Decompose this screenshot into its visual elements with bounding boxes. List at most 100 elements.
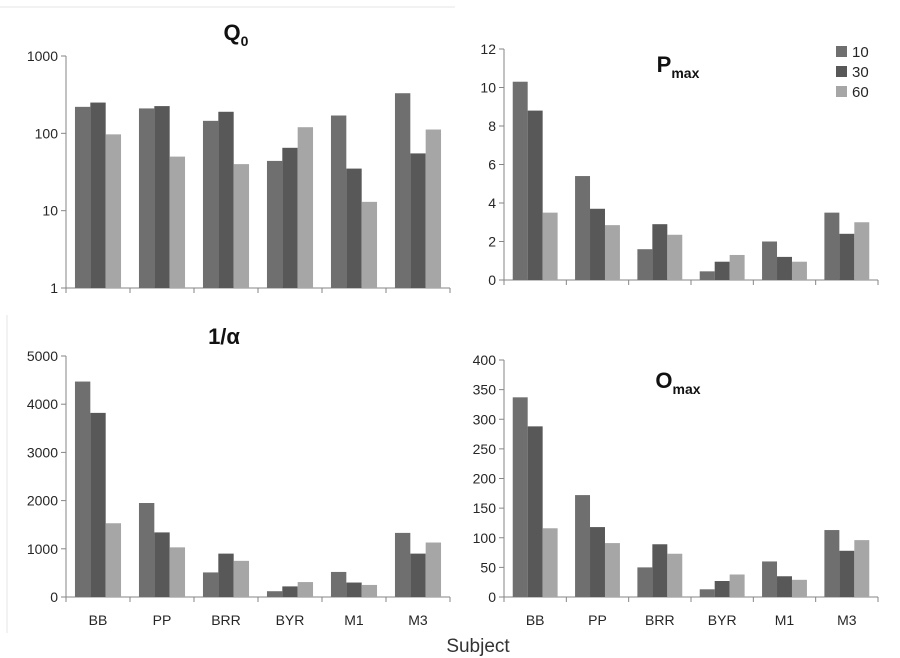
- y-tick-label: 100: [473, 530, 497, 546]
- bar-byr-30: [282, 147, 298, 288]
- bar-m3-30: [839, 550, 855, 597]
- panel-omax: 0 50 100 150 200 250 300 350 400 BB PP BRR BYR M1 M3 Om…: [473, 352, 879, 628]
- y-tick-label: 5000: [27, 348, 58, 364]
- bar-byr-60: [729, 574, 745, 597]
- category-label-byr: BYR: [276, 612, 305, 628]
- legend-label-30: 30: [852, 64, 869, 81]
- bar-bb-60: [105, 523, 122, 597]
- y-tick-label: 6: [488, 157, 496, 173]
- bar-pp-60: [604, 225, 620, 280]
- legend-swatch-10: [836, 46, 847, 57]
- bar-pp-30: [590, 527, 605, 597]
- bar-m3-60: [425, 129, 442, 288]
- bar-m1-60: [361, 584, 378, 597]
- panel-pmax: 0 2 4 6 8 10 12 Pmax: [480, 41, 879, 288]
- bar-m3-60: [854, 540, 870, 597]
- bar-byr-30: [714, 581, 730, 597]
- category-label-byr: BYR: [708, 612, 737, 628]
- bar-m1-30: [777, 576, 792, 597]
- y-tick-label: 0: [488, 589, 496, 605]
- bar-brr-10: [637, 249, 653, 280]
- bar-brr-60: [667, 553, 683, 597]
- category-label-m3: M3: [408, 612, 428, 628]
- category-label-bb: BB: [526, 612, 545, 628]
- bar-m1-30: [346, 582, 362, 597]
- legend-label-60: 60: [852, 84, 869, 101]
- legend: 10 30 60: [836, 44, 869, 101]
- category-label-brr: BRR: [645, 612, 675, 628]
- category-label-pp: PP: [588, 612, 607, 628]
- bar-bb-60: [542, 212, 558, 281]
- bar-m1-60: [361, 201, 378, 288]
- bar-m1-10: [330, 571, 347, 597]
- y-tick-label: 50: [480, 559, 496, 575]
- bar-byr-60: [729, 254, 745, 280]
- chart-title-main: Q: [224, 20, 241, 45]
- bar-pp-10: [575, 176, 591, 280]
- bar-brr-10: [202, 120, 219, 288]
- category-label-m1: M1: [344, 612, 364, 628]
- bar-brr-60: [233, 560, 250, 597]
- chart-title: 1/α: [208, 324, 240, 349]
- bar-brr-30: [218, 553, 234, 597]
- y-tick-label: 2: [488, 234, 496, 250]
- bar-m3-10: [394, 93, 411, 288]
- y-tick-label: 400: [473, 352, 497, 368]
- bar-brr-10: [202, 572, 219, 597]
- bar-byr-10: [266, 160, 283, 288]
- y-tick-label: 10: [480, 80, 496, 96]
- bar-brr-30: [652, 544, 668, 597]
- bar-m1-10: [762, 241, 778, 280]
- bar-m3-30: [410, 553, 426, 597]
- y-tick-label: 10: [42, 203, 58, 219]
- bar-m1-10: [330, 115, 347, 288]
- y-tick-label: 4000: [27, 396, 58, 412]
- bar-m3-30: [410, 153, 426, 288]
- bar-m3-10: [394, 532, 411, 597]
- y-tick-label: 250: [473, 441, 497, 457]
- category-label-bb: BB: [89, 612, 108, 628]
- bar-bb-10: [74, 106, 91, 288]
- panel-inverse-alpha: 0 1000 2000 3000 4000 5000 BB PP BRR BYR M1 M3 1/α: [27, 324, 451, 628]
- bar-brr-10: [637, 567, 653, 598]
- bar-byr-60: [297, 127, 314, 289]
- chart-title-subscript: 0: [241, 33, 249, 49]
- bar-bb-30: [90, 412, 106, 597]
- bar-m3-10: [824, 212, 840, 281]
- y-tick-label: 200: [473, 471, 497, 487]
- bar-pp-60: [604, 543, 620, 597]
- chart-title: Pmax: [657, 52, 700, 81]
- bar-brr-30: [652, 224, 668, 280]
- category-label-brr: BRR: [211, 612, 241, 628]
- category-label-m3: M3: [837, 612, 857, 628]
- bar-pp-30: [154, 532, 170, 597]
- bar-brr-60: [667, 234, 683, 280]
- chart-title-main: P: [657, 52, 672, 77]
- bar-pp-10: [575, 495, 591, 597]
- bar-bb-30: [90, 102, 106, 288]
- bar-m1-10: [762, 561, 778, 597]
- chart-title: Q0: [224, 20, 249, 49]
- bar-m3-30: [839, 233, 855, 280]
- chart-title-subscript: max: [673, 381, 701, 397]
- bar-bb-10: [512, 397, 528, 597]
- bar-m3-60: [425, 542, 442, 597]
- bar-pp-10: [138, 503, 155, 597]
- bar-m3-60: [854, 222, 870, 280]
- chart-title-subscript: max: [671, 65, 699, 81]
- y-tick-label: 100: [35, 125, 59, 141]
- chart-title-main: O: [655, 368, 672, 393]
- bar-pp-30: [590, 208, 605, 280]
- bar-bb-60: [105, 134, 122, 288]
- y-tick-label: 300: [473, 411, 497, 427]
- bar-m1-30: [777, 256, 792, 280]
- category-label-m1: M1: [775, 612, 795, 628]
- bar-pp-30: [154, 106, 170, 288]
- y-tick-label: 2000: [27, 493, 58, 509]
- bar-pp-60: [169, 156, 186, 288]
- bar-byr-30: [714, 261, 730, 280]
- legend-swatch-60: [836, 86, 847, 97]
- bar-pp-60: [169, 547, 186, 597]
- y-tick-label: 150: [473, 500, 497, 516]
